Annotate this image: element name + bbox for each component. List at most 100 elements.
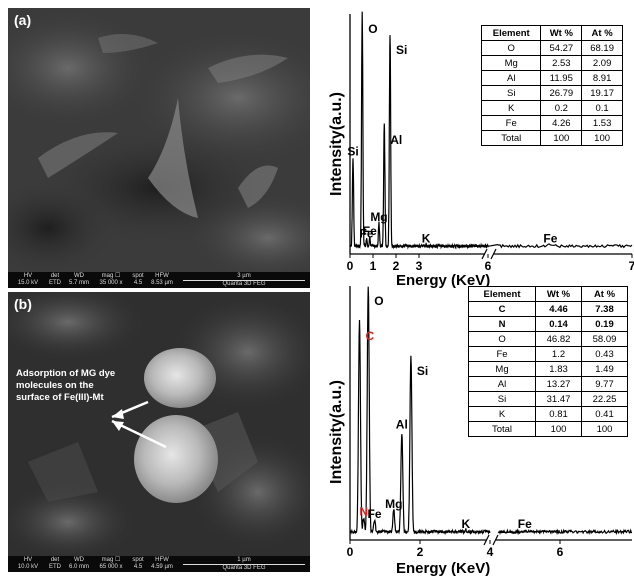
x-tick-label: 0 — [347, 545, 354, 559]
cell-wt: 0.14 — [535, 316, 582, 332]
adsorption-annotation: Adsorption of MG dye molecules on the su… — [16, 368, 116, 403]
table-row: Mg 1.83 1.49 — [467, 361, 628, 377]
panel-a: (a) HV 15.0 kV det ETD WD 5.7 mm mag ☐ 35 00… — [8, 8, 634, 289]
x-tick-label: 3 — [416, 259, 423, 273]
col-wt: Wt % — [540, 25, 583, 41]
cell-element: Si — [480, 85, 542, 101]
peak-label: K — [422, 231, 431, 245]
peak-label: Al — [396, 418, 408, 432]
cell-at: 0.43 — [581, 346, 628, 362]
axis-break-mark — [481, 248, 497, 260]
cell-element: O — [467, 331, 537, 347]
cell-element: Fe — [467, 346, 537, 362]
table-row: O 54.27 68.19 — [480, 40, 623, 56]
cell-wt: 54.27 — [540, 40, 583, 56]
sem-spot-a: spot 4.5 — [132, 273, 144, 286]
panel-b: (b) Adsorption of MG dye molecules on th… — [0, 286, 634, 579]
panel-label-a: (a) — [14, 12, 32, 28]
peak-label: O — [368, 22, 377, 36]
peak-label: Al — [390, 133, 402, 147]
cell-wt: 2.53 — [540, 55, 583, 71]
cell-element: K — [467, 406, 537, 422]
cell-at: 68.19 — [581, 40, 623, 56]
cell-element: Al — [467, 376, 537, 392]
peak-label: Fe — [363, 224, 377, 238]
peak-label: Fe — [518, 517, 532, 531]
x-tick-label: 0 — [347, 259, 354, 273]
table-row: O 46.82 58.09 — [467, 331, 628, 347]
cell-at: 58.09 — [581, 331, 628, 347]
peak-label: N — [359, 505, 368, 519]
table-row: Al 13.27 9.77 — [467, 376, 628, 392]
cell-element: Fe — [480, 115, 542, 131]
x-tick-label: 4 — [487, 545, 494, 559]
peak-label: Fe — [360, 227, 374, 241]
cell-at: 8.91 — [581, 70, 623, 86]
peak-label: C — [365, 329, 374, 343]
peak-label: Si — [347, 144, 358, 158]
cell-at: 2.09 — [581, 55, 623, 71]
sem-det-a: det ETD — [49, 273, 61, 286]
peak-label: Si — [396, 43, 407, 57]
cell-wt: 0.81 — [535, 406, 582, 422]
table-row: Si 31.47 22.25 — [467, 391, 628, 407]
spectrum-line-right — [497, 528, 633, 536]
table-row: Total 100 100 — [467, 421, 628, 437]
cell-wt: 13.27 — [535, 376, 582, 392]
cell-wt: 11.95 — [540, 70, 583, 86]
sem-scale-a: 3 µm Quanta 3D FEG — [183, 273, 305, 288]
table-row: Al 11.95 8.91 — [480, 70, 623, 86]
cell-wt: 0.2 — [540, 100, 583, 116]
cell-element: C — [467, 301, 537, 317]
table-row: Total 100 100 — [480, 130, 623, 146]
cell-element: O — [480, 40, 542, 56]
sem-mag-b: mag ☐ 65 000 x — [99, 557, 123, 570]
eds-xlabel-a: Energy (KeV) — [396, 272, 491, 289]
sem-spot-b: spot 4.5 — [132, 557, 144, 570]
col-element: Element — [480, 25, 542, 41]
table-row: K 0.2 0.1 — [480, 100, 623, 116]
cell-element: Total — [467, 421, 537, 437]
dye-aggregate-upper — [144, 348, 216, 408]
cell-element: Mg — [480, 55, 542, 71]
cell-wt: 1.83 — [535, 361, 582, 377]
spectrum-line-left — [349, 11, 489, 250]
sem-wd-b: WD 6.0 mm — [68, 557, 89, 570]
sem-texture-a — [8, 8, 310, 283]
cell-element: Mg — [467, 361, 537, 377]
table-row: Si 26.79 19.17 — [480, 85, 623, 101]
spectrum-line-left — [349, 286, 491, 536]
table-row: C 4.46 7.38 — [467, 301, 628, 317]
eds-ylabel-b: Intensity(a.u.) — [328, 379, 345, 484]
cell-at: 7.38 — [581, 301, 628, 317]
cell-element: Al — [480, 70, 542, 86]
x-tick-label: 6 — [557, 545, 564, 559]
eds-xlabel-b: Energy (KeV) — [396, 560, 491, 577]
table-row: Fe 4.26 1.53 — [480, 115, 623, 131]
panel-label-b: (b) — [14, 296, 32, 312]
table-header-a: Element Wt % At % — [480, 25, 623, 41]
cell-wt: 100 — [540, 130, 583, 146]
sem-texture-b — [8, 292, 310, 562]
table-row: N 0.14 0.19 — [467, 316, 628, 332]
cell-at: 9.77 — [581, 376, 628, 392]
col-at: At % — [581, 286, 628, 302]
sem-image-a: (a) HV 15.0 kV det ETD WD 5.7 mm mag ☐ 35 00… — [8, 8, 310, 288]
peak-label: Fe — [367, 507, 381, 521]
x-tick-label: 6 — [485, 259, 492, 273]
sem-hv-b: HV 10.0 kV — [17, 557, 39, 570]
cell-at: 22.25 — [581, 391, 628, 407]
cell-wt: 4.46 — [535, 301, 582, 317]
sem-info-bar-b: HV 10.0 kV det ETD WD 6.0 mm mag ☐ 65 000 x … — [8, 556, 310, 572]
sem-det-b: det ETD — [49, 557, 61, 570]
cell-at: 100 — [581, 130, 623, 146]
table-row: Fe 1.2 0.43 — [467, 346, 628, 362]
cell-at: 0.1 — [581, 100, 623, 116]
cell-at: 100 — [581, 421, 628, 437]
sem-scale-b: 1 µm Quanta 3D FEG — [183, 557, 305, 572]
cell-at: 0.19 — [581, 316, 628, 332]
dye-aggregate-lower — [134, 415, 218, 503]
x-tick-label: 2 — [393, 259, 400, 273]
col-at: At % — [581, 25, 623, 41]
col-wt: Wt % — [535, 286, 582, 302]
